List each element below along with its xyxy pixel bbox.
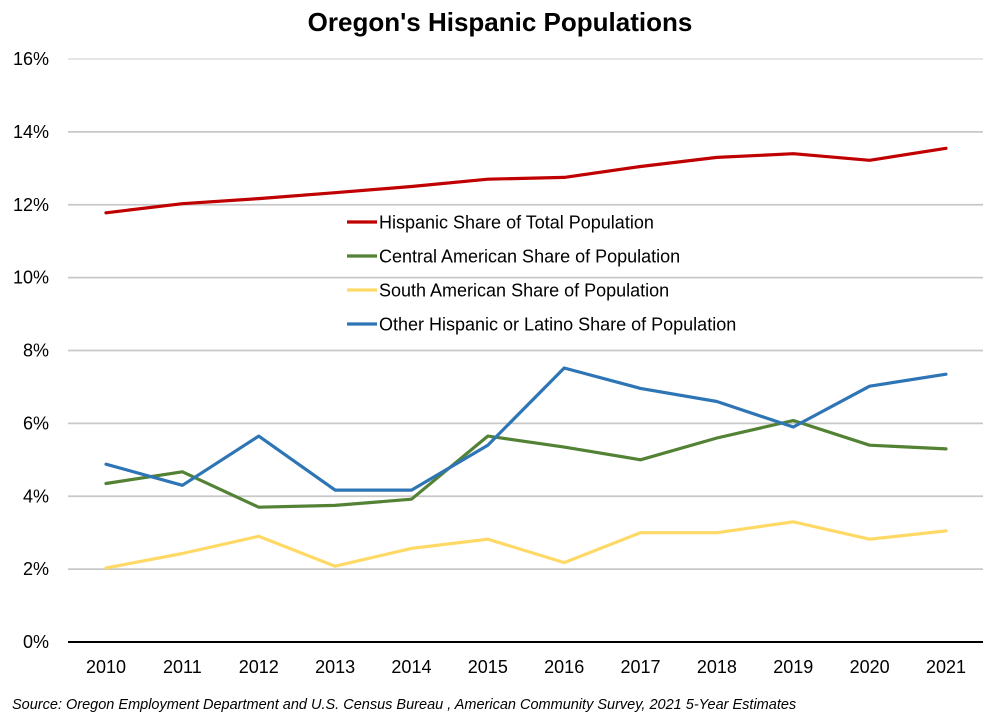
legend-item: Hispanic Share of Total Population [347, 213, 654, 233]
x-tick-label: 2011 [163, 657, 202, 677]
x-tick-label: 2016 [544, 657, 584, 677]
gridlines [68, 58, 983, 571]
legend-label: South American Share of Population [379, 281, 669, 301]
legend-label: Other Hispanic or Latino Share of Popula… [379, 315, 736, 335]
chart-title: Oregon's Hispanic Populations [308, 7, 693, 37]
y-tick-label: 12% [13, 195, 49, 215]
y-tick-label: 10% [13, 268, 49, 288]
y-tick-label: 6% [23, 413, 49, 433]
legend: Hispanic Share of Total Population Centra… [347, 213, 736, 335]
legend-item: Central American Share of Population [347, 247, 680, 267]
y-tick-label: 14% [13, 122, 49, 142]
series-line-2 [104, 520, 948, 570]
legend-label: Central American Share of Population [379, 247, 680, 267]
x-tick-label: 2012 [239, 657, 279, 677]
y-tick-label: 0% [23, 632, 49, 652]
x-tick-label: 2021 [926, 657, 966, 677]
x-tick-label: 2019 [773, 657, 813, 677]
x-tick-label: 2018 [697, 657, 737, 677]
x-tick-label: 2010 [86, 657, 126, 677]
legend-item: South American Share of Population [347, 281, 669, 301]
y-axis-ticks: 0% 2% 4% 6% 8% 10% 12% 14% 16% [13, 49, 49, 652]
y-tick-label: 4% [23, 486, 49, 506]
x-tick-label: 2017 [621, 657, 661, 677]
series-line-1 [104, 418, 948, 509]
x-tick-label: 2015 [468, 657, 508, 677]
series-line-3 [104, 366, 948, 492]
source-note: Source: Oregon Employment Department and… [12, 697, 796, 713]
legend-item: Other Hispanic or Latino Share of Popula… [347, 315, 736, 335]
x-tick-label: 2013 [315, 657, 355, 677]
series-lines [104, 146, 948, 570]
x-tick-label: 2014 [391, 657, 431, 677]
y-tick-label: 16% [13, 49, 49, 69]
y-tick-label: 2% [23, 559, 49, 579]
x-tick-label: 2020 [850, 657, 890, 677]
legend-label: Hispanic Share of Total Population [379, 213, 654, 233]
series-line-0 [104, 146, 948, 215]
x-axis-ticks: 2010 2011 2012 2013 2014 2015 2016 2017 2018 2019… [86, 657, 966, 677]
y-tick-label: 8% [23, 341, 49, 361]
